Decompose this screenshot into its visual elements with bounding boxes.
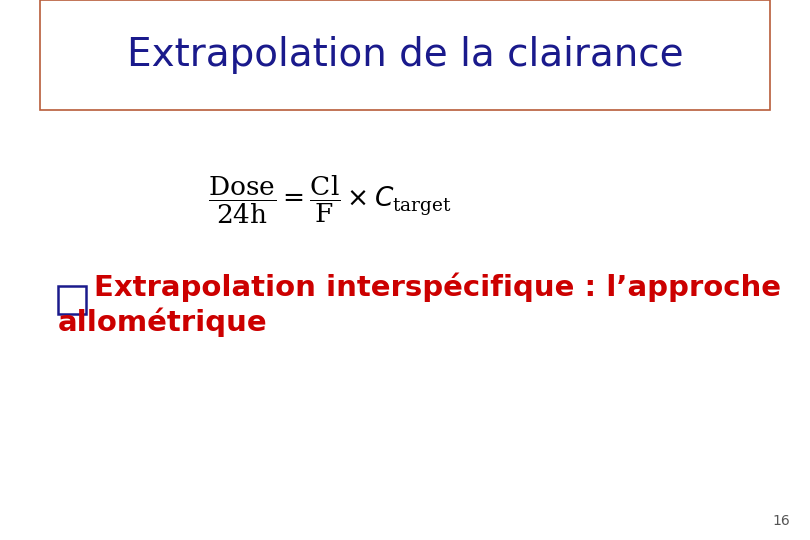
Bar (40, 0, 770, 110)
Text: Extrapolation interspécifique : l’approche: Extrapolation interspécifique : l’approc… (94, 272, 781, 302)
Text: Extrapolation de la clairance: Extrapolation de la clairance (126, 36, 684, 74)
Text: allométrique: allométrique (58, 307, 267, 337)
Text: 16: 16 (772, 514, 790, 528)
Bar (58, 286, 86, 314)
Text: $\dfrac{\mathregular{Dose}}{\mathregular{24h}} = \dfrac{\mathregular{Cl}}{\mathr: $\dfrac{\mathregular{Dose}}{\mathregular… (208, 174, 452, 226)
